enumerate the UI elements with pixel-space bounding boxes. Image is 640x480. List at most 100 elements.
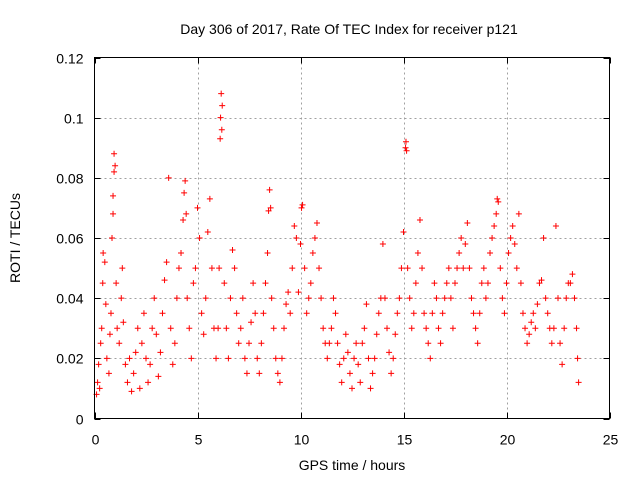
data-point (338, 379, 345, 386)
data-point (416, 216, 423, 223)
data-point (375, 310, 382, 317)
data-series (93, 90, 582, 398)
data-point (423, 325, 430, 332)
data-point (231, 265, 238, 272)
data-point (369, 370, 376, 377)
data-point (540, 235, 547, 241)
data-point (128, 388, 135, 395)
data-point (458, 235, 465, 241)
data-point (515, 210, 522, 217)
data-point (192, 265, 199, 272)
data-point (530, 310, 537, 317)
data-point (542, 295, 549, 302)
data-point (340, 355, 347, 362)
data-point (509, 222, 516, 229)
data-point (267, 204, 274, 211)
data-point (202, 295, 209, 302)
data-point (186, 325, 193, 332)
data-point (559, 361, 566, 368)
data-point (316, 265, 323, 272)
data-point (272, 355, 279, 362)
data-point (258, 340, 265, 347)
data-point (464, 219, 471, 226)
data-point (404, 265, 411, 272)
data-point (181, 189, 188, 196)
data-point (460, 265, 467, 272)
data-point (443, 280, 450, 287)
data-point (298, 204, 305, 211)
data-point (113, 280, 120, 287)
data-point (110, 192, 117, 199)
data-point (256, 370, 263, 377)
data-point (295, 289, 302, 296)
data-point (107, 310, 114, 317)
data-point (524, 340, 531, 347)
data-point (408, 325, 415, 332)
data-point (324, 355, 331, 362)
data-point (262, 280, 269, 287)
data-point (173, 295, 180, 302)
data-point (548, 340, 555, 347)
data-point (235, 340, 242, 347)
data-point (147, 361, 154, 368)
data-point (414, 250, 421, 257)
data-point (494, 195, 501, 202)
data-point (336, 361, 343, 368)
data-point (145, 379, 152, 386)
data-point (114, 325, 121, 332)
data-point (526, 331, 533, 338)
data-point (149, 325, 156, 332)
data-point (287, 310, 294, 317)
data-point (513, 265, 520, 272)
data-point (388, 370, 395, 377)
data-point (250, 280, 257, 287)
data-point (501, 310, 508, 317)
data-point (429, 310, 436, 317)
data-point (410, 310, 417, 317)
data-point (208, 265, 215, 272)
data-point (153, 331, 160, 338)
data-point (96, 385, 103, 392)
data-point (392, 331, 399, 338)
data-point (206, 195, 213, 202)
data-point (445, 265, 452, 272)
data-point (476, 310, 483, 317)
plot-frame (94, 57, 610, 419)
data-point (124, 379, 131, 386)
data-point (99, 280, 106, 287)
data-point (112, 162, 119, 169)
data-point (311, 235, 318, 241)
data-point (171, 340, 178, 347)
data-point (309, 250, 316, 257)
data-point (229, 247, 236, 254)
data-point (132, 349, 139, 356)
data-point (332, 310, 339, 317)
data-point (182, 177, 189, 184)
x-tick-label: 20 (500, 432, 516, 448)
data-point (155, 373, 162, 380)
data-point (400, 228, 407, 235)
data-point (274, 370, 281, 377)
data-point (505, 250, 512, 257)
data-point (326, 340, 333, 347)
data-point (402, 144, 409, 151)
data-point (437, 340, 444, 347)
data-point (534, 301, 541, 308)
axes: 0 0.02 0.04 0.06 0.08 0.1 0.12 0 5 10 15 20 25 (56, 51, 618, 448)
data-point (194, 204, 201, 211)
data-point (151, 295, 158, 302)
data-point (293, 235, 300, 241)
x-tick-label: 25 (603, 432, 619, 448)
data-point (403, 147, 410, 154)
data-point (227, 295, 234, 302)
data-point (351, 355, 358, 362)
data-point (495, 198, 502, 205)
data-point (215, 325, 222, 332)
data-point (528, 319, 535, 326)
data-point (140, 310, 147, 317)
data-point (169, 361, 176, 368)
data-point (178, 250, 185, 257)
data-point (134, 325, 141, 332)
data-point (328, 325, 335, 332)
